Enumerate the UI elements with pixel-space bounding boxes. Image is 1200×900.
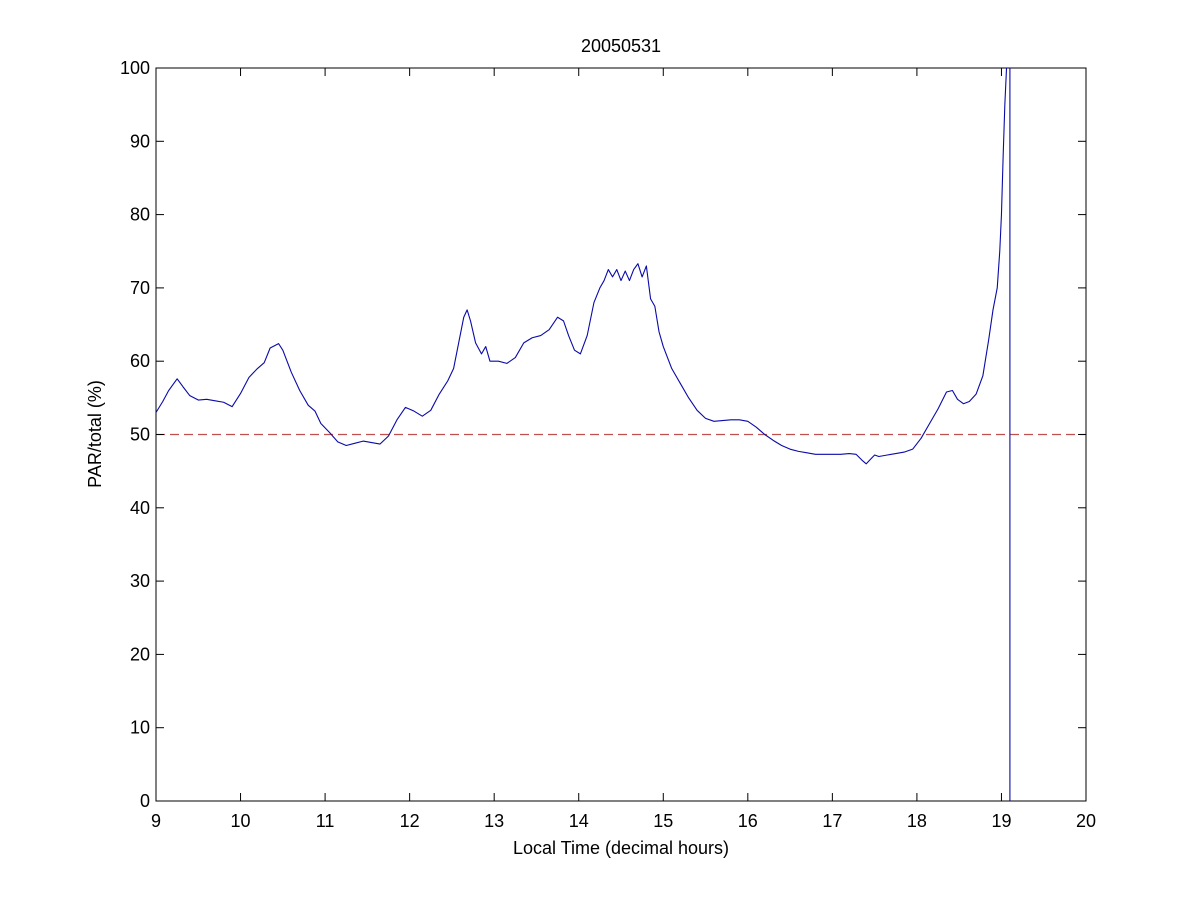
series-layer xyxy=(156,68,1011,801)
x-tick-label: 13 xyxy=(484,811,504,831)
y-axis-label: PAR/total (%) xyxy=(85,380,105,488)
x-tick-label: 15 xyxy=(653,811,673,831)
chart-title: 20050531 xyxy=(581,36,661,56)
y-tick-label: 100 xyxy=(120,58,150,78)
x-axis-label: Local Time (decimal hours) xyxy=(513,838,729,858)
y-tick-label: 40 xyxy=(130,498,150,518)
x-tick-label: 9 xyxy=(151,811,161,831)
x-tick-label: 20 xyxy=(1076,811,1096,831)
x-tick-label: 17 xyxy=(822,811,842,831)
y-tick-label: 60 xyxy=(130,351,150,371)
y-tick-label: 70 xyxy=(130,278,150,298)
y-tick-label: 30 xyxy=(130,571,150,591)
x-tick-label: 16 xyxy=(738,811,758,831)
y-tick-label: 50 xyxy=(130,425,150,445)
x-tick-label: 11 xyxy=(316,811,335,831)
x-tick-label: 14 xyxy=(569,811,589,831)
series-line-0 xyxy=(156,68,1008,465)
y-tick-label: 90 xyxy=(130,131,150,151)
y-tick-label: 80 xyxy=(130,205,150,225)
y-axis: 0 10 20 30 40 50 60 70 80 90 100 xyxy=(120,58,1086,811)
y-tick-label: 0 xyxy=(140,791,150,811)
x-tick-label: 12 xyxy=(400,811,420,831)
y-tick-label: 20 xyxy=(130,644,150,664)
x-tick-label: 19 xyxy=(991,811,1011,831)
x-axis: 9 10 11 12 13 14 15 16 17 18 19 20 xyxy=(151,68,1096,831)
y-tick-label: 10 xyxy=(130,718,150,738)
x-tick-label: 18 xyxy=(907,811,927,831)
x-tick-label: 10 xyxy=(231,811,251,831)
